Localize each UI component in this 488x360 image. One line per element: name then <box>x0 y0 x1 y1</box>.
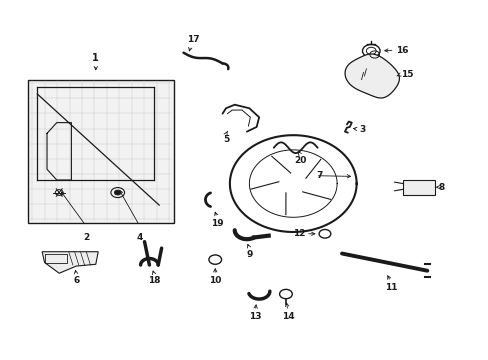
Text: 19: 19 <box>210 219 223 228</box>
Polygon shape <box>345 54 399 98</box>
Bar <box>27 80 173 223</box>
Text: 7: 7 <box>316 171 323 180</box>
Text: 4: 4 <box>136 233 142 242</box>
Polygon shape <box>42 252 98 273</box>
Text: 3: 3 <box>358 125 365 134</box>
Text: 11: 11 <box>384 283 396 292</box>
Text: 8: 8 <box>438 183 444 192</box>
Text: 15: 15 <box>400 71 412 80</box>
Text: 10: 10 <box>209 276 221 285</box>
Text: 9: 9 <box>245 249 252 258</box>
Text: 6: 6 <box>73 276 79 285</box>
Text: 12: 12 <box>292 229 305 238</box>
Text: 16: 16 <box>395 46 407 55</box>
Text: 18: 18 <box>148 276 160 285</box>
Text: 17: 17 <box>186 35 199 44</box>
Bar <box>402 180 434 195</box>
Text: 1: 1 <box>92 53 99 63</box>
Text: 13: 13 <box>248 312 261 321</box>
Text: 20: 20 <box>294 156 306 165</box>
Text: 5: 5 <box>223 135 228 144</box>
Text: 2: 2 <box>83 233 89 242</box>
Circle shape <box>114 190 121 195</box>
Text: 14: 14 <box>282 312 294 321</box>
